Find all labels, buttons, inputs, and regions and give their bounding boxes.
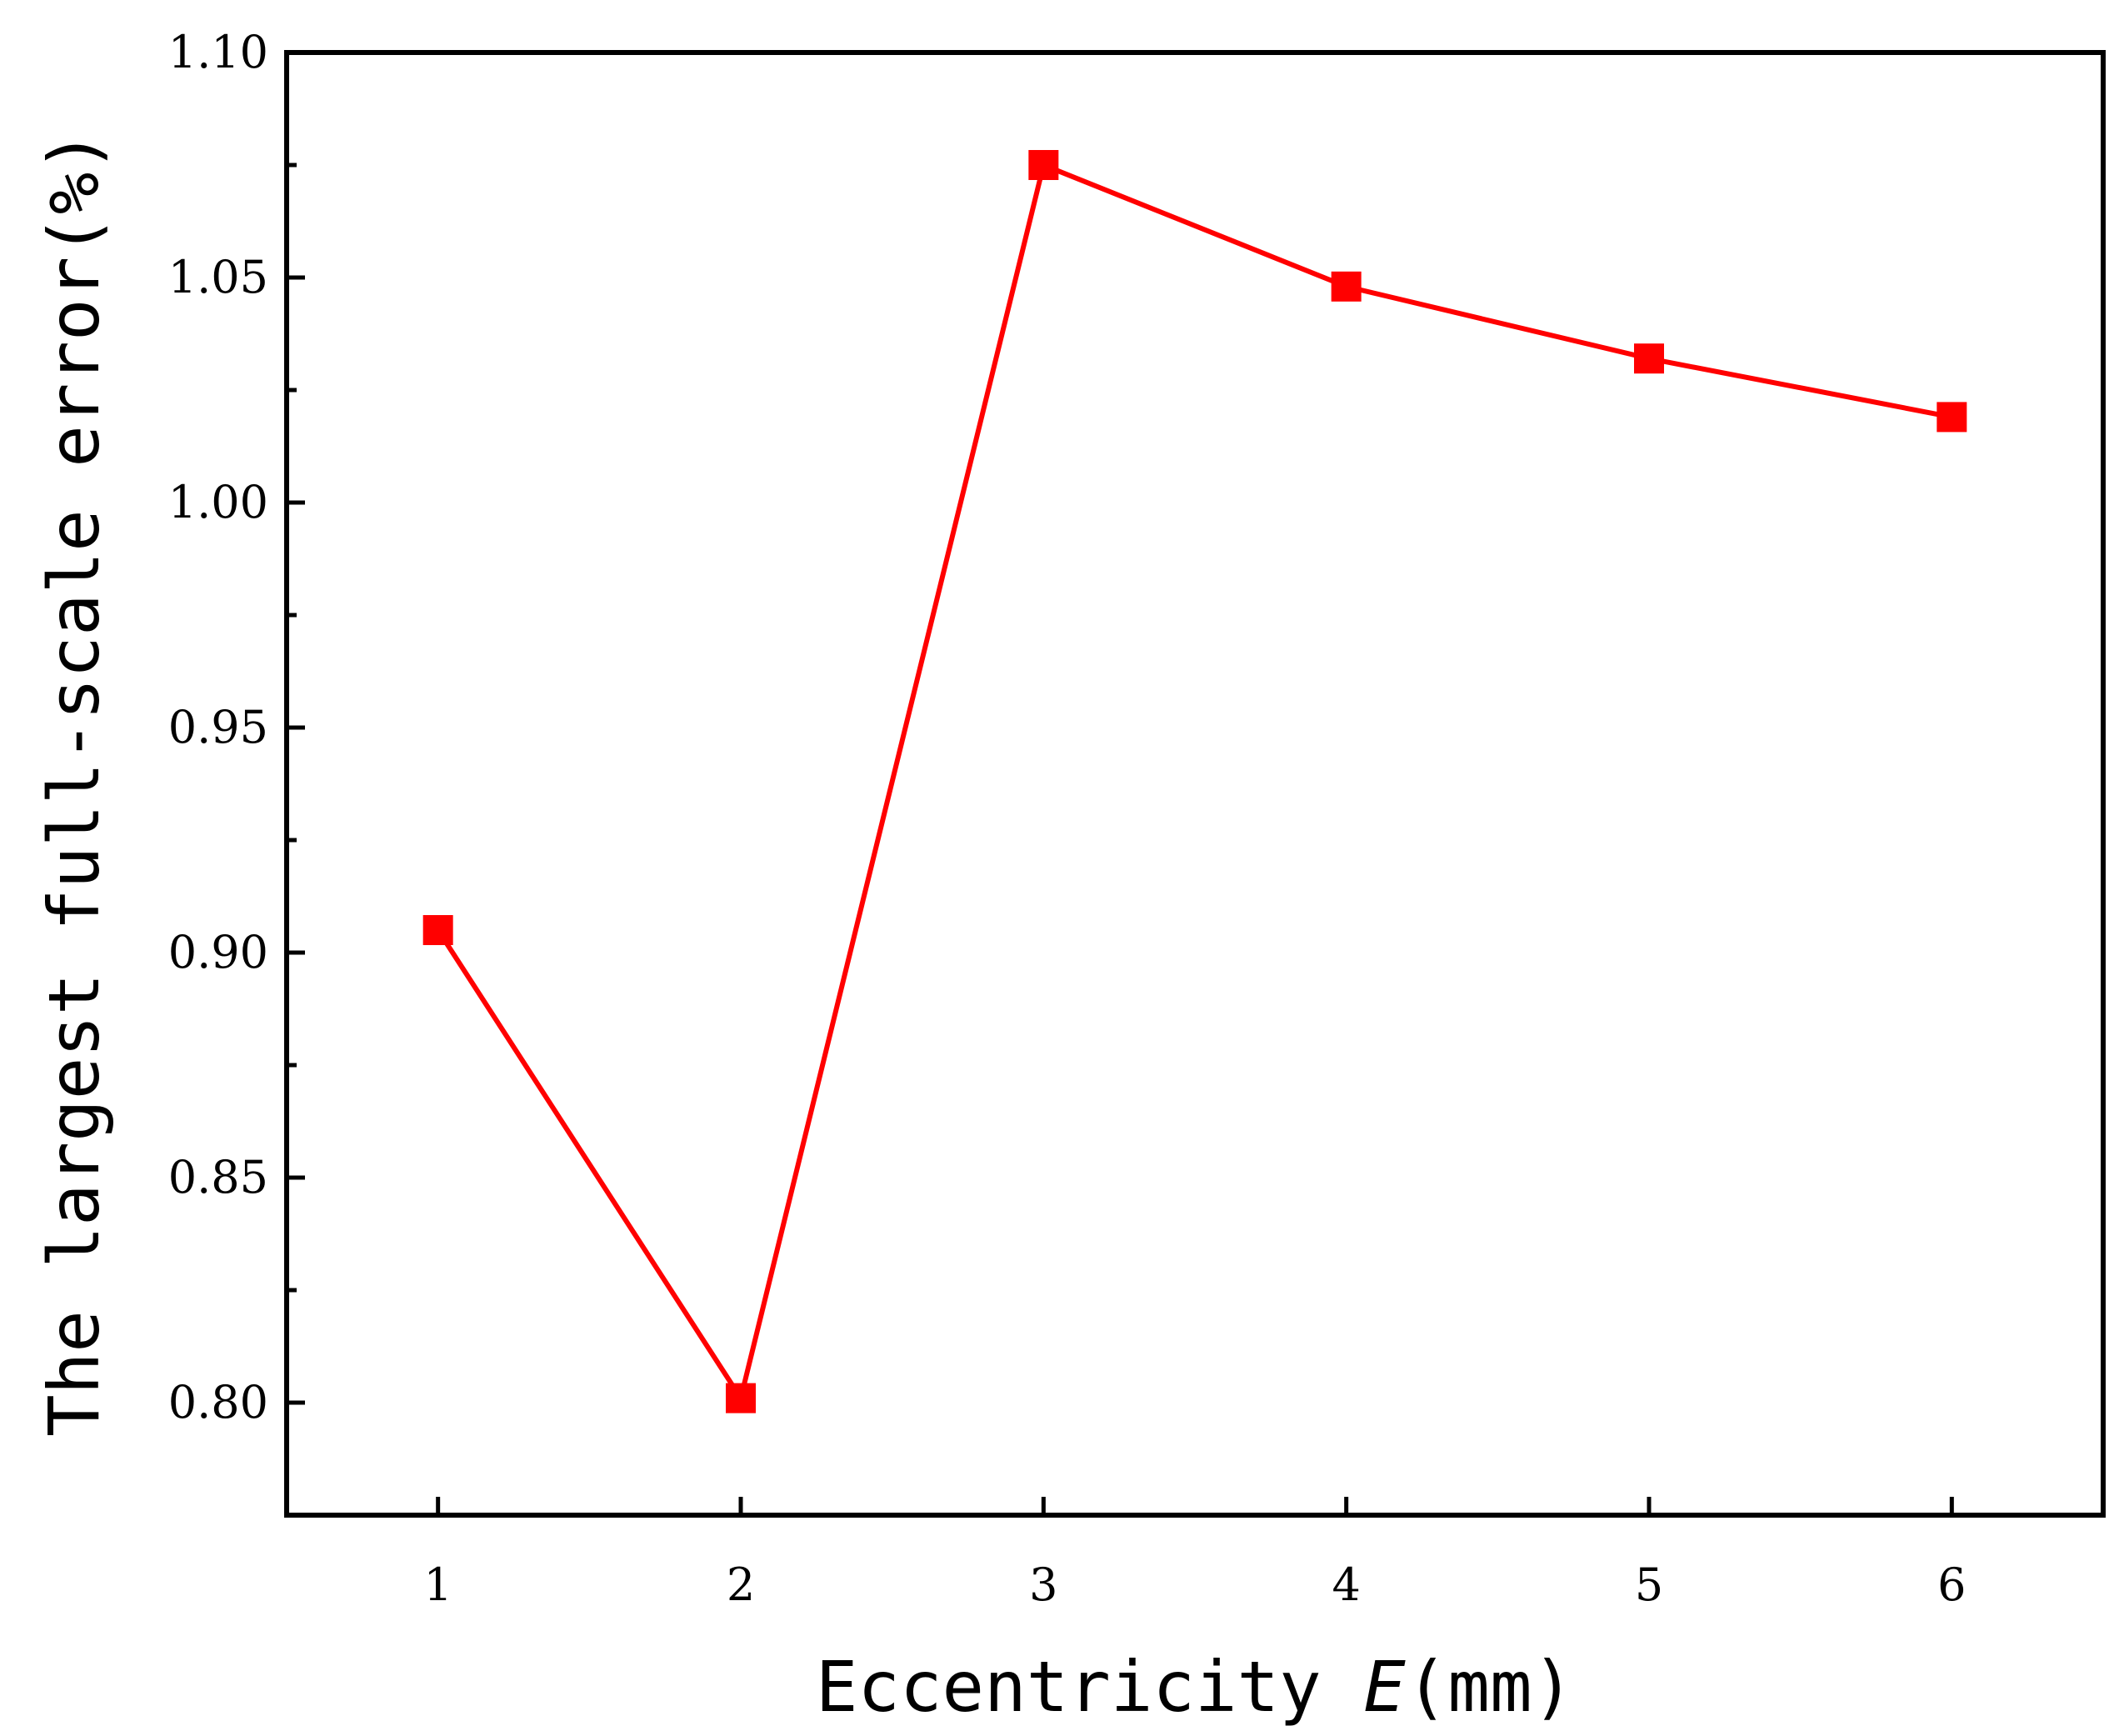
- x-axis-title-unit: (mm): [1406, 1646, 1574, 1728]
- y-tick-label: 1.00: [168, 476, 268, 528]
- series-layer: [422, 150, 1967, 1413]
- x-axis-title: Eccentricity E(mm): [816, 1646, 1574, 1728]
- series-line: [436, 161, 1952, 1405]
- data-point-marker: [1937, 402, 1967, 433]
- y-axis-ticks: 0.80 0.85 0.90 0.95 1.00 1.05 1.10: [168, 26, 305, 1428]
- x-axis-title-var: E: [1363, 1646, 1406, 1728]
- y-axis-title: The largest full-scale error(%): [33, 130, 115, 1437]
- x-axis-ticks: 1 2 3 4 5 6: [423, 1497, 1967, 1611]
- y-tick-label: 0.90: [168, 926, 268, 978]
- data-point-marker: [422, 915, 453, 945]
- y-tick-label: 0.95: [168, 701, 268, 753]
- x-tick-label: 1: [423, 1558, 452, 1611]
- data-point-marker: [1331, 271, 1362, 302]
- x-tick-label: 5: [1635, 1558, 1663, 1611]
- x-tick-label: 4: [1332, 1558, 1360, 1611]
- plot-frame: [284, 50, 2106, 1518]
- x-axis-title-text: Eccentricity: [816, 1646, 1363, 1728]
- x-tick-label: 3: [1029, 1558, 1057, 1611]
- y-tick-label: 0.85: [168, 1151, 268, 1203]
- x-tick-label: 6: [1937, 1558, 1966, 1611]
- y-tick-label: 0.80: [168, 1376, 268, 1428]
- data-point-marker: [726, 1383, 756, 1413]
- data-point-marker: [1028, 150, 1059, 180]
- x-tick-label: 2: [727, 1558, 755, 1611]
- y-tick-label: 1.10: [168, 26, 268, 78]
- data-point-marker: [1634, 343, 1664, 374]
- y-tick-label: 1.05: [168, 251, 268, 303]
